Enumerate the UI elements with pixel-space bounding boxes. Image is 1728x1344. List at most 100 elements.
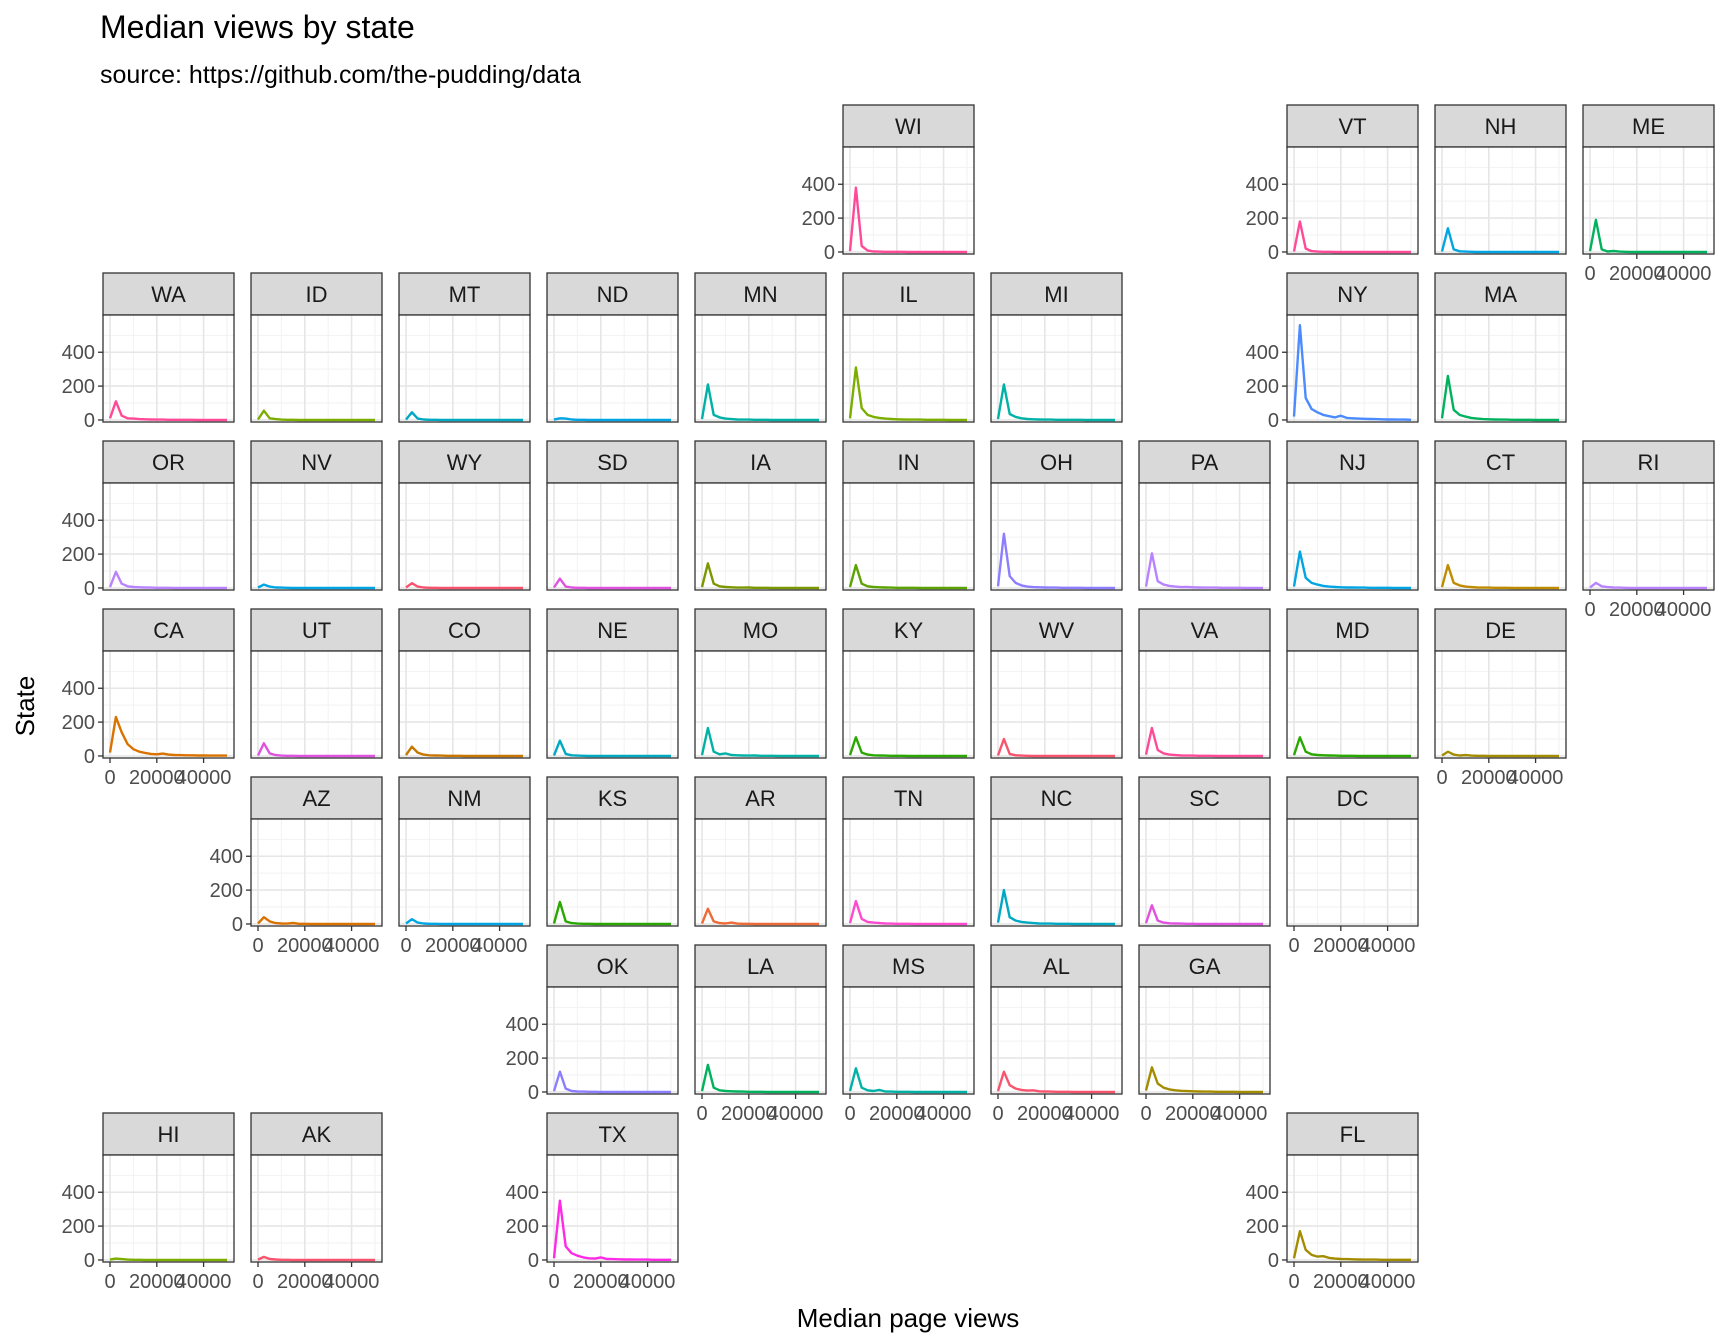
facet-strip-label: DE <box>1485 618 1516 643</box>
series-line-ia <box>700 562 819 590</box>
x-tick-label: 40000 <box>1360 935 1416 957</box>
facet-panel-mi: MI <box>990 272 1123 423</box>
x-tick-label: 20000 <box>869 1103 925 1125</box>
series-line-nc <box>996 888 1115 926</box>
x-tick-label: 40000 <box>1508 767 1564 789</box>
facet-strip <box>1286 1112 1419 1156</box>
facet-strip <box>694 608 827 652</box>
y-tick-label: 0 <box>1268 410 1279 432</box>
y-tick-label: 400 <box>506 1182 539 1204</box>
series-line-il <box>848 366 967 422</box>
x-tick-label: 40000 <box>324 1271 380 1293</box>
x-tick-label: 20000 <box>721 1103 777 1125</box>
facet-strip-label: NH <box>1485 114 1517 139</box>
panel-background <box>399 315 530 422</box>
facet-panel-wa: WA 0 200 400 <box>62 272 235 432</box>
y-tick-label: 0 <box>1268 1250 1279 1272</box>
facet-strip <box>1434 608 1567 652</box>
chart-subtitle: source: https://github.com/the-pudding/d… <box>100 61 581 89</box>
facet-strip <box>398 440 531 484</box>
facet-strip <box>1434 440 1567 484</box>
panel-background <box>843 987 974 1094</box>
x-tick-label: 40000 <box>176 1271 232 1293</box>
facet-strip-label: RI <box>1638 450 1660 475</box>
panel-border <box>1286 650 1419 759</box>
y-tick-label: 200 <box>1246 208 1279 230</box>
facet-strip <box>990 440 1123 484</box>
panel-background <box>547 483 678 590</box>
panel-border <box>546 482 679 591</box>
panel-background <box>399 651 530 758</box>
series-line-ct <box>1440 563 1559 590</box>
y-tick-label: 200 <box>62 1216 95 1238</box>
panel-background <box>103 1155 234 1262</box>
y-tick-label: 400 <box>62 510 95 532</box>
panel-border <box>546 650 679 759</box>
panel-border <box>694 482 827 591</box>
facet-strip <box>842 440 975 484</box>
panel-background <box>1139 987 1270 1094</box>
panel-border <box>990 650 1123 759</box>
x-tick-label: 0 <box>1288 935 1299 957</box>
panel-background <box>991 315 1122 422</box>
panel-background <box>251 483 382 590</box>
series-line-wa <box>108 400 227 422</box>
panel-border <box>546 818 679 927</box>
x-tick-label: 0 <box>252 1271 263 1293</box>
facet-panel-ne: NE <box>546 608 679 759</box>
facet-strip-label: KS <box>598 786 627 811</box>
series-line-ma <box>1440 374 1559 422</box>
facet-strip-label: OR <box>152 450 185 475</box>
x-tick-label: 40000 <box>916 1103 972 1125</box>
y-tick-label: 0 <box>84 578 95 600</box>
facet-strip-label: NE <box>597 618 628 643</box>
x-tick-label: 20000 <box>1609 599 1665 621</box>
chart-title: Median views by state <box>100 9 415 45</box>
series-line-ri <box>1589 581 1707 590</box>
series-line-tn <box>848 899 967 926</box>
facet-panel-ks: KS <box>546 776 679 927</box>
facet-strip <box>250 272 383 316</box>
facet-panel-nh: NH <box>1434 104 1567 255</box>
facet-panel-ar: AR <box>694 776 827 927</box>
panel-border <box>398 482 531 591</box>
panel-background <box>399 483 530 590</box>
x-tick-label: 40000 <box>1360 1271 1416 1293</box>
x-tick-label: 40000 <box>1656 599 1712 621</box>
y-tick-label: 400 <box>210 846 243 868</box>
series-line-id <box>257 409 375 422</box>
facet-strip <box>102 1112 235 1156</box>
facet-strip-label: NC <box>1041 786 1073 811</box>
series-line-va <box>1144 726 1263 758</box>
facet-strip-label: NV <box>301 450 332 475</box>
y-tick-label: 200 <box>506 1216 539 1238</box>
x-tick-label: 0 <box>104 1271 115 1293</box>
facet-strip-label: AL <box>1043 954 1070 979</box>
panel-background <box>1287 1155 1418 1262</box>
series-line-nv <box>257 583 375 590</box>
x-tick-label: 20000 <box>1609 263 1665 285</box>
facet-strip-label: OH <box>1040 450 1073 475</box>
panel-border <box>1286 314 1419 423</box>
facet-strip-label: AZ <box>302 786 330 811</box>
series-line-mo <box>700 726 819 758</box>
facet-strip-label: ME <box>1632 114 1665 139</box>
facet-panel-vt: VT 0 200 400 <box>1246 104 1419 264</box>
facet-strip-label: MN <box>743 282 777 307</box>
facet-strip-label: NJ <box>1339 450 1366 475</box>
panel-background <box>991 651 1122 758</box>
facet-strip <box>1138 440 1271 484</box>
y-tick-label: 200 <box>62 376 95 398</box>
facet-strip-label: OK <box>597 954 629 979</box>
facet-panel-wy: WY <box>398 440 531 591</box>
facet-strip <box>546 1112 679 1156</box>
series-line-ok <box>552 1070 671 1094</box>
